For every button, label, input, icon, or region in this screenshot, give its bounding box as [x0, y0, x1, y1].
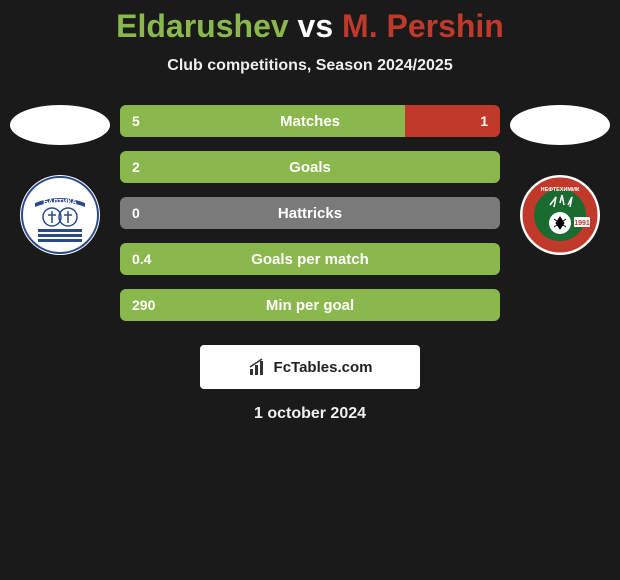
branding-text: FcTables.com: [274, 359, 373, 376]
player2-club-badge: НЕФТЕХИМИК 1991: [520, 175, 600, 255]
stat-bar: 0.4Goals per match: [120, 243, 500, 275]
stat-bar: 0Hattricks: [120, 197, 500, 229]
stat-left-value: 0.4: [120, 243, 500, 275]
svg-text:1991: 1991: [574, 220, 590, 227]
player1-name: Eldarushev: [116, 8, 289, 44]
vs-text: vs: [298, 8, 334, 44]
infographic-container: Eldarushev vs M. Pershin Club competitio…: [0, 0, 620, 423]
stat-left-value: 2: [120, 151, 500, 183]
stat-left-value: 0: [120, 197, 500, 229]
stats-column: 51Matches 2Goals 0Hattricks 0.4Goals per ma…: [120, 105, 500, 335]
player1-club-badge: БАЛТИКА: [20, 175, 100, 255]
stat-bar: 2Goals: [120, 151, 500, 183]
right-avatar-column: НЕФТЕХИМИК 1991: [510, 105, 610, 255]
left-avatar-column: БАЛТИКА: [10, 105, 110, 255]
subtitle: Club competitions, Season 2024/2025: [0, 57, 620, 75]
chart-icon: [248, 357, 268, 377]
stat-right-value: 1: [405, 105, 500, 137]
stat-bar: 290Min per goal: [120, 289, 500, 321]
page-title: Eldarushev vs M. Pershin: [0, 8, 620, 45]
main-row: БАЛТИКА 51Matches 2Goals 0Hattricks 0.4Goal…: [0, 105, 620, 335]
branding-box: FcTables.com: [200, 345, 420, 389]
stat-bar: 51Matches: [120, 105, 500, 137]
player1-avatar-placeholder: [10, 105, 110, 145]
player2-name: M. Pershin: [342, 8, 504, 44]
neftekhimik-badge-icon: НЕФТЕХИМИК 1991: [520, 175, 600, 255]
svg-text:НЕФТЕХИМИК: НЕФТЕХИМИК: [541, 187, 580, 193]
svg-text:БАЛТИКА: БАЛТИКА: [43, 199, 76, 206]
baltika-badge-icon: БАЛТИКА: [20, 175, 100, 255]
date-text: 1 october 2024: [0, 405, 620, 423]
stat-left-value: 5: [120, 105, 405, 137]
stat-left-value: 290: [120, 289, 500, 321]
player2-avatar-placeholder: [510, 105, 610, 145]
